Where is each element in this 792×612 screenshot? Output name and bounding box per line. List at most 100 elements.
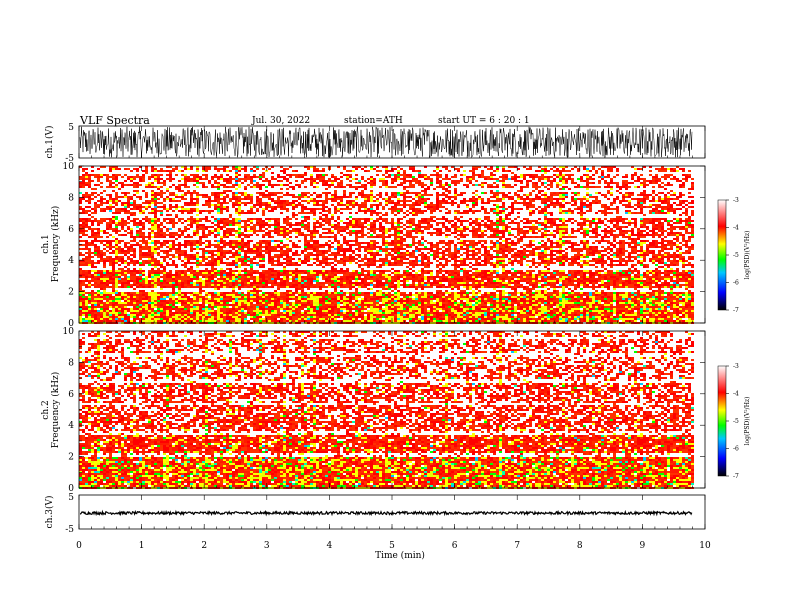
spectrogram-cell [235,320,238,322]
spectrogram-cell [112,264,115,266]
spectrogram-cell [85,256,88,258]
spectrogram-cell [130,254,133,256]
spectrogram-cell [139,314,142,316]
spectrogram-cell [142,180,145,182]
spectrogram-cell [196,230,199,232]
spectrogram-cell [220,242,223,244]
spectrogram-cell [151,212,154,214]
spectrogram-cell [154,178,157,180]
spectrogram-cell [223,220,226,222]
spectrogram-cell [208,308,211,310]
spectrogram-cell [115,218,118,220]
spectrogram-cell [211,286,214,288]
spectrogram-cell [208,244,211,246]
spectrogram-cell [133,256,136,258]
spectrogram-cell [79,218,82,220]
spectrogram-cell [145,218,148,220]
spectrogram-cell [223,218,226,220]
spectrogram-cell [82,170,85,172]
spectrogram-cell [229,270,232,272]
spectrogram-cell [166,234,169,236]
spectrogram-cell [100,312,103,314]
spectrogram-cell [82,254,85,256]
spectrogram-cell [109,286,112,288]
spectrogram-cell [238,260,241,262]
spectrogram-cell [217,252,220,254]
spectrogram-cell [232,218,235,220]
spectrogram-cell [148,206,151,208]
spectrogram-cell [139,196,142,198]
spectrogram-cell [217,218,220,220]
spectrogram-cell [94,284,97,286]
spectrogram-cell [88,280,91,282]
spectrogram-cell [172,240,175,242]
spectrogram-cell [184,284,187,286]
spectrogram-cell [226,272,229,274]
spectrogram-cell [151,290,154,292]
spectrogram-cell [193,202,196,204]
spectrogram-cell [169,176,172,178]
spectrogram-cell [217,212,220,214]
spectrogram-cell [124,204,127,206]
spectrogram-cell [79,292,82,294]
spectrogram-cell [91,306,94,308]
spectrogram-cell [190,292,193,294]
spectrogram-cell [121,208,124,210]
spectrogram-cell [127,210,130,212]
spectrogram-cell [208,232,211,234]
spectrogram-cell [175,206,178,208]
spectrogram-cell [136,224,139,226]
spectrogram-cell [190,218,193,220]
spectrogram-cell [109,294,112,296]
spectrogram-cell [103,312,106,314]
spectrogram-cell [184,174,187,176]
spectrogram-cell [214,186,217,188]
spectrogram-cell [187,192,190,194]
spectrogram-cell [127,178,130,180]
spectrogram-cell [133,268,136,270]
spectrogram-cell [217,208,220,210]
spectrogram-cell [220,260,223,262]
spectrogram-cell [94,204,97,206]
spectrogram-cell [160,202,163,204]
spectrogram-cell [163,184,166,186]
spectrogram-cell [178,294,181,296]
spectrogram-cell [199,178,202,180]
spectrogram-cell [148,246,151,248]
spectrogram-cell [139,244,142,246]
spectrogram-cell [82,262,85,264]
spectrogram-cell [160,314,163,316]
spectrogram-cell [100,304,103,306]
spectrogram-cell [85,222,88,224]
spectrogram-cell [166,302,169,304]
spectrogram-cell [205,302,208,304]
spectrogram-cell [223,192,226,194]
spectrogram-cell [115,260,118,262]
spectrogram-cell [244,298,247,300]
spectrogram-cell [202,234,205,236]
spectrogram-cell [166,262,169,264]
spectrogram-cell [196,312,199,314]
spectrogram-cell [205,296,208,298]
spectrogram-cell [106,320,109,322]
spectrogram-cell [130,270,133,272]
spectrogram-cell [214,284,217,286]
spectrogram-cell [232,252,235,254]
spectrogram-cell [97,174,100,176]
spectrogram-cell [244,204,247,206]
spectrogram-cell [133,288,136,290]
spectrogram-cell [100,208,103,210]
spectrogram-cell [97,178,100,180]
spectrogram-cell [193,300,196,302]
spectrogram-cell [82,272,85,274]
spectrogram-cell [157,310,160,312]
spectrogram-cell [208,168,211,170]
spectrogram-cell [118,314,121,316]
spectrogram-cell [106,286,109,288]
spectrogram-cell [199,256,202,258]
spectrogram-cell [85,280,88,282]
spectrogram-cell [214,250,217,252]
spectrogram-cell [166,190,169,192]
spectrogram-cell [229,282,232,284]
spectrogram-cell [187,316,190,318]
